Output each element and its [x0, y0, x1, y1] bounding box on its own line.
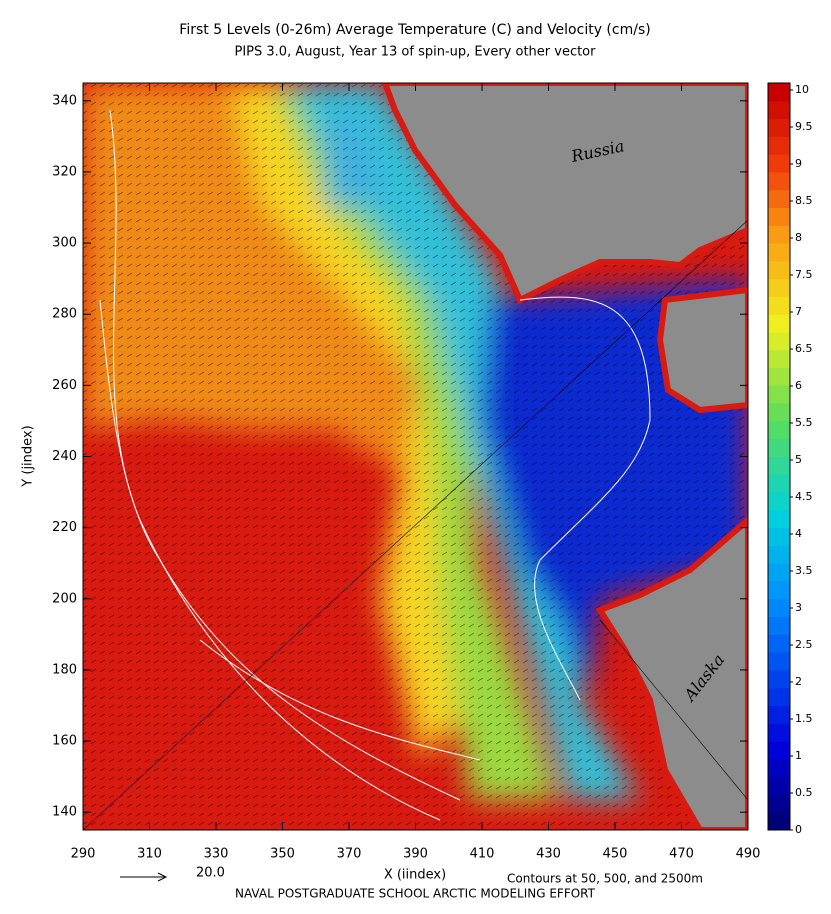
colorbar-tick-label: 0	[795, 823, 802, 836]
colorbar-tick-label: 7	[795, 305, 802, 318]
colorbar-cell	[768, 420, 790, 440]
colorbar-cell	[768, 634, 790, 653]
colorbar-tick-label: 8.5	[795, 194, 813, 207]
colorbar-cell	[768, 474, 790, 493]
colorbar-tick-label: 2.5	[795, 638, 813, 651]
x-axis-label: X (iindex)	[384, 868, 446, 883]
colorbar-cell	[768, 581, 790, 600]
colorbar-cell	[768, 83, 790, 102]
colorbar-tick-label: 2	[795, 675, 802, 688]
colorbar-cell	[768, 687, 790, 706]
colorbar-cell	[768, 652, 790, 671]
y-tick-label: 300	[52, 236, 77, 251]
y-tick-label: 140	[52, 805, 77, 820]
colorbar-cell	[768, 154, 790, 173]
colorbar-cell	[768, 296, 790, 315]
colorbar-tick-label: 0.5	[795, 786, 813, 799]
colorbar-cell	[768, 349, 790, 369]
colorbar-cell	[768, 723, 790, 742]
x-tick-label: 350	[270, 847, 295, 862]
footer: NAVAL POSTGRADUATE SCHOOL ARCTIC MODELIN…	[235, 887, 596, 901]
colorbar-tick-label: 6	[795, 379, 802, 392]
reference-vector-label: 20.0	[196, 866, 225, 881]
colorbar-tick-label: 9	[795, 157, 802, 170]
colorbar-tick-label: 4.5	[795, 490, 813, 503]
colorbar-tick-label: 3.5	[795, 564, 813, 577]
colorbar-cell	[768, 669, 790, 689]
colorbar-cell	[768, 189, 790, 208]
x-tick-label: 310	[137, 847, 162, 862]
y-tick-label: 320	[52, 164, 77, 179]
x-tick-label: 470	[669, 847, 694, 862]
colorbar-cell	[768, 794, 790, 813]
reference-vector-head	[157, 872, 168, 882]
y-tick-label: 240	[52, 449, 77, 464]
colorbar-cell	[768, 171, 790, 191]
colorbar-cell	[768, 776, 790, 795]
y-tick-label: 160	[52, 734, 77, 749]
colorbar-cell	[768, 136, 790, 155]
y-tick-label: 260	[52, 378, 77, 393]
colorbar-cell	[768, 456, 790, 475]
colorbar-tick-label: 1.5	[795, 712, 813, 725]
colorbar-cell	[768, 598, 790, 618]
field	[83, 83, 748, 830]
x-tick-label: 410	[470, 847, 495, 862]
colorbar-cell	[768, 367, 790, 386]
colorbar-cell	[768, 332, 790, 351]
colorbar-cell	[768, 314, 790, 333]
colorbar-cell	[768, 207, 790, 226]
colorbar-tick-label: 5.5	[795, 416, 813, 429]
colorbar-tick-label: 1	[795, 749, 802, 762]
colorbar-cell	[768, 812, 790, 831]
x-tick-label: 370	[337, 847, 362, 862]
y-tick-label: 180	[52, 662, 77, 677]
colorbar-cell	[768, 243, 790, 262]
colorbar-tick-label: 4	[795, 527, 802, 540]
colorbar-tick-label: 10	[795, 83, 809, 96]
colorbar-cell	[768, 563, 790, 582]
colorbar-cell	[768, 403, 790, 422]
colorbar-cell	[768, 225, 790, 244]
colorbar-cell	[768, 545, 790, 564]
x-tick-label: 490	[736, 847, 761, 862]
colorbar-tick-label: 8	[795, 231, 802, 244]
colorbar-tick-label: 5	[795, 453, 802, 466]
colorbar-cell	[768, 616, 790, 635]
colorbar-cell	[768, 278, 790, 297]
y-tick-label: 220	[52, 520, 77, 535]
colorbar-cell	[768, 758, 790, 778]
colorbar-cell	[768, 385, 790, 404]
colorbar-cell	[768, 438, 790, 457]
x-tick-label: 390	[403, 847, 428, 862]
y-tick-label: 340	[52, 93, 77, 108]
colorbar-tick-label: 6.5	[795, 342, 813, 355]
colorbar-cell	[768, 741, 790, 760]
x-tick-label: 450	[603, 847, 628, 862]
y-axis-label: Y (jindex)	[21, 425, 36, 487]
colorbar-cell	[768, 260, 790, 280]
colorbar-cell	[768, 118, 790, 137]
colorbar-tick-label: 7.5	[795, 268, 813, 281]
colorbar-cell	[768, 492, 790, 511]
colorbar-tick-label: 9.5	[795, 120, 813, 133]
chart-title: First 5 Levels (0-26m) Average Temperatu…	[179, 22, 650, 38]
x-tick-label: 330	[204, 847, 229, 862]
colorbar-cell	[768, 705, 790, 724]
y-tick-label: 200	[52, 591, 77, 606]
colorbar-frame	[767, 82, 791, 831]
x-tick-label: 430	[536, 847, 561, 862]
colorbar-tick-label: 3	[795, 601, 802, 614]
colorbar-cell	[768, 527, 790, 546]
chart-subtitle: PIPS 3.0, August, Year 13 of spin-up, Ev…	[235, 45, 597, 60]
y-tick-label: 280	[52, 307, 77, 322]
contour-note: Contours at 50, 500, and 2500m	[507, 872, 703, 886]
x-tick-label: 290	[71, 847, 96, 862]
colorbar-cell	[768, 509, 790, 529]
colorbar-cell	[768, 100, 790, 120]
